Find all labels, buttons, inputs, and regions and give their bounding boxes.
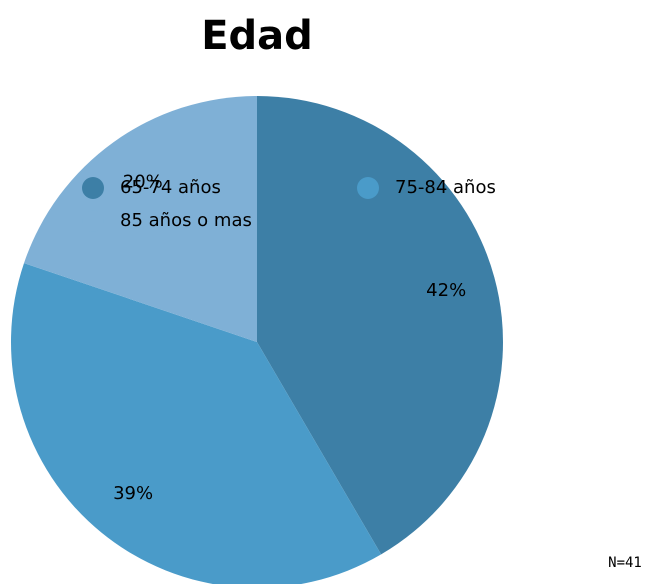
annotation: N=41 (608, 555, 642, 571)
pie-slice (24, 96, 257, 342)
pie-slice (11, 263, 382, 584)
legend-marker (82, 210, 104, 232)
legend-label: 65-74 años (120, 177, 221, 198)
pie (11, 96, 503, 584)
legend-marker (82, 177, 104, 199)
chart-title: Edad (201, 13, 313, 59)
legend: 65-74 años 75-84 años 85 años o mas (82, 177, 496, 232)
legend-label: 75-84 años (395, 177, 496, 198)
data-label: 39% (113, 483, 153, 504)
data-label: 42% (426, 280, 466, 301)
data-label: 20% (123, 172, 163, 193)
pie-slice (257, 96, 503, 555)
legend-label: 85 años o mas (120, 210, 252, 231)
labels: 42% 39% 20% (113, 172, 466, 504)
legend-marker (357, 177, 379, 199)
